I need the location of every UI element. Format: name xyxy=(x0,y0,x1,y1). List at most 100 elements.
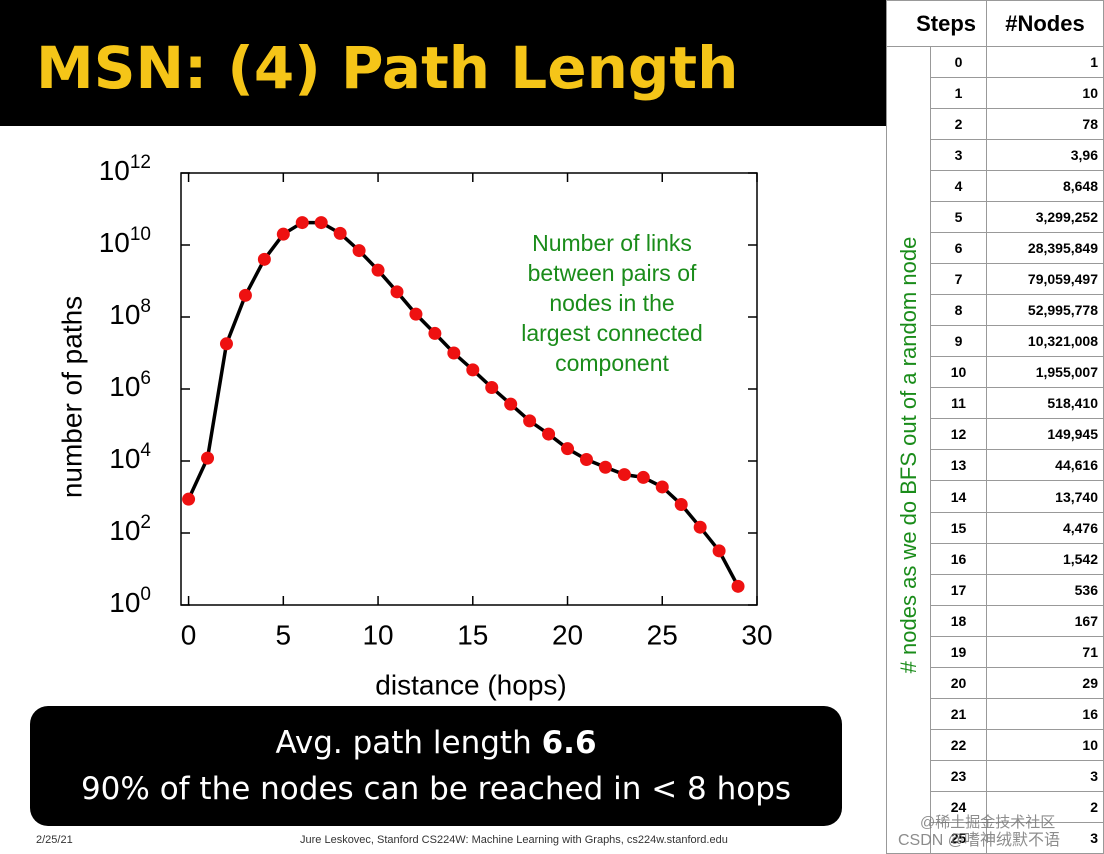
data-point xyxy=(333,226,347,240)
steps-cell: 21 xyxy=(930,697,987,730)
x-tick-label: 30 xyxy=(741,619,772,650)
data-point xyxy=(579,453,593,467)
nodes-cell: 4,476 xyxy=(986,511,1104,544)
table-row: 12 149,945 xyxy=(887,418,1104,451)
data-point xyxy=(542,427,556,441)
table-body: Steps #Nodes 0 1 1 10 2 78 3 3,96 4 8,648 5 3,299,252… xyxy=(886,0,1104,854)
data-table: Steps #Nodes 0 1 1 10 2 78 3 3,96 4 8,648 5 3,299,252… xyxy=(886,0,1104,854)
nodes-cell: 1 xyxy=(986,46,1104,79)
steps-cell: 8 xyxy=(930,294,987,327)
nodes-cell: 536 xyxy=(986,573,1104,606)
y-tick-label: 1012 xyxy=(99,152,151,186)
header-bar: MSN: (4) Path Length xyxy=(0,0,886,126)
table-row: 16 1,542 xyxy=(887,542,1104,575)
x-tick-label: 5 xyxy=(276,619,292,650)
x-tick-label: 10 xyxy=(362,619,393,650)
data-point xyxy=(712,544,726,558)
x-tick-label: 20 xyxy=(552,619,583,650)
y-tick-base: 10 xyxy=(99,155,130,186)
nodes-cell: 1,955,007 xyxy=(986,356,1104,389)
table-row: 5 3,299,252 xyxy=(887,201,1104,234)
table-row: 22 10 xyxy=(887,728,1104,761)
annotation: Number of links xyxy=(532,230,692,256)
data-point xyxy=(447,346,461,360)
steps-cell: 13 xyxy=(930,449,987,482)
data-point xyxy=(674,497,688,511)
chart: 0 5 10 15 20 25 3010010210410610810101012dista… xyxy=(56,152,772,700)
y-tick-base: 10 xyxy=(109,443,140,474)
steps-cell: 11 xyxy=(930,387,987,420)
data-point xyxy=(371,263,385,277)
table-row: 2 78 xyxy=(887,108,1104,141)
steps-cell: 15 xyxy=(930,511,987,544)
table-row: 3 3,96 xyxy=(887,139,1104,172)
table-row: 23 3 xyxy=(887,759,1104,792)
table-row: 21 16 xyxy=(887,697,1104,730)
nodes-cell: 52,995,778 xyxy=(986,294,1104,327)
data-point xyxy=(485,381,499,395)
callout-text: Avg. path length xyxy=(275,725,542,761)
nodes-cell: 10,321,008 xyxy=(986,325,1104,358)
nodes-cell: 78 xyxy=(986,108,1104,141)
steps-cell: 20 xyxy=(930,666,987,699)
data-point xyxy=(295,216,309,230)
nodes-cell: 10 xyxy=(986,728,1104,761)
data-point xyxy=(466,363,480,377)
data-point xyxy=(238,288,252,302)
data-point xyxy=(693,520,707,534)
table-row: 18 167 xyxy=(887,604,1104,637)
data-point xyxy=(428,326,442,340)
data-point xyxy=(201,451,215,465)
y-tick-label: 1010 xyxy=(99,224,151,258)
nodes-cell: 3,299,252 xyxy=(986,201,1104,234)
nodes-cell: 149,945 xyxy=(986,418,1104,451)
nodes-cell: 10 xyxy=(986,77,1104,110)
x-tick-label: 25 xyxy=(647,619,678,650)
table-row: 24 2 xyxy=(887,790,1104,823)
table-row: 9 10,321,008 xyxy=(887,325,1104,358)
data-point xyxy=(731,579,745,593)
table-row: 10 1,955,007 xyxy=(887,356,1104,389)
y-tick-label: 100 xyxy=(109,584,151,618)
nodes-cell: 8,648 xyxy=(986,170,1104,203)
nodes-cell: 518,410 xyxy=(986,387,1104,420)
data-point xyxy=(257,252,271,266)
nodes-cell: 1,542 xyxy=(986,542,1104,575)
y-tick-label: 106 xyxy=(109,368,151,402)
data-point xyxy=(617,468,631,482)
nodes-cell: 3,96 xyxy=(986,139,1104,172)
data-point xyxy=(598,460,612,474)
annotation: component xyxy=(555,350,669,376)
steps-cell: 22 xyxy=(930,728,987,761)
y-tick-exponent: 8 xyxy=(140,296,151,317)
steps-cell: 0 xyxy=(930,46,987,79)
nodes-cell: 29 xyxy=(986,666,1104,699)
steps-cell: 18 xyxy=(930,604,987,637)
footer-date: 2/25/21 xyxy=(36,834,73,846)
y-tick-label: 108 xyxy=(109,296,151,330)
table-row: 8 52,995,778 xyxy=(887,294,1104,327)
steps-cell: 6 xyxy=(930,232,987,265)
header-cell: #Nodes xyxy=(986,0,1104,48)
y-tick-label: 102 xyxy=(109,512,151,546)
nodes-cell: 79,059,497 xyxy=(986,263,1104,296)
steps-cell: 17 xyxy=(930,573,987,606)
annotation: largest connected xyxy=(521,320,703,346)
x-tick-label: 15 xyxy=(457,619,488,650)
steps-cell: 23 xyxy=(930,759,987,792)
table-row: 20 29 xyxy=(887,666,1104,699)
y-tick-exponent: 2 xyxy=(140,512,151,533)
steps-cell: 9 xyxy=(930,325,987,358)
steps-cell: 19 xyxy=(930,635,987,668)
table-row: 25 3 xyxy=(887,821,1104,854)
watermark: @稀土掘金技术社区 xyxy=(920,814,1056,831)
y-tick-base: 10 xyxy=(109,587,140,618)
header-cell: Steps xyxy=(886,0,987,48)
y-tick-base: 10 xyxy=(109,299,140,330)
side-label-area: # nodes as we do BFS out of a random nod… xyxy=(896,237,921,674)
annotation: between pairs of xyxy=(528,260,697,286)
nodes-cell: 3 xyxy=(986,759,1104,792)
steps-cell: 10 xyxy=(930,356,987,389)
data-point xyxy=(504,397,518,411)
data-point xyxy=(352,244,366,258)
